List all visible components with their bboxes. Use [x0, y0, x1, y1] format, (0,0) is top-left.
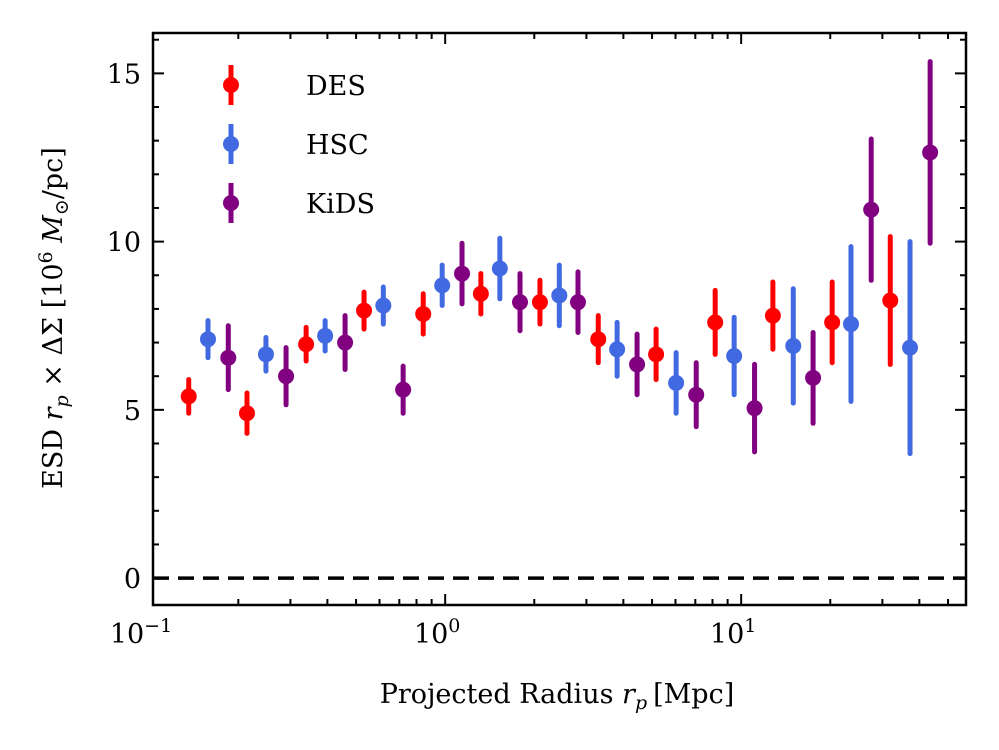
legend-marker-point — [223, 195, 239, 211]
data-point — [395, 381, 412, 398]
data-point — [569, 294, 586, 311]
data-point — [824, 314, 841, 331]
axes-frame — [151, 31, 968, 607]
data-point — [356, 302, 373, 319]
y-tick-label: 15 — [107, 59, 141, 90]
data-point — [551, 287, 568, 304]
data-point — [238, 405, 255, 422]
data-point — [337, 334, 354, 351]
series-des — [180, 234, 899, 436]
data-point — [726, 348, 743, 365]
x-tick-label: 10−1 — [110, 615, 172, 650]
legend-marker-point — [223, 77, 239, 93]
x-tick-label: 101 — [710, 615, 756, 650]
legend-item-hsc: HSC — [223, 124, 369, 164]
data-point — [415, 305, 432, 322]
data-point — [180, 388, 197, 405]
data-point — [688, 386, 705, 403]
data-point — [257, 346, 274, 363]
data-point — [902, 339, 919, 356]
legend: DES HSC KiDS — [223, 65, 375, 223]
data-point — [298, 336, 315, 353]
legend-item-kids: KiDS — [223, 183, 375, 223]
data-point — [454, 265, 471, 282]
y-tick-label: 5 — [124, 396, 141, 427]
data-point — [491, 260, 508, 277]
legend-label: DES — [306, 71, 366, 102]
data-point — [863, 201, 880, 218]
plot-area — [153, 59, 966, 580]
data-point — [531, 294, 548, 311]
data-point — [668, 374, 685, 391]
y-tick-label: 0 — [124, 564, 141, 595]
legend-marker-point — [223, 136, 239, 152]
series-hsc — [199, 235, 919, 457]
data-point — [375, 297, 392, 314]
data-point — [922, 144, 939, 161]
data-point — [648, 346, 665, 363]
data-point — [199, 331, 216, 348]
data-point — [220, 349, 237, 366]
y-axis-label: ESD rp × ΔΣ [106 M⊙/pc] — [35, 147, 73, 489]
data-point — [278, 368, 295, 385]
axis-ticks: 0 5 10 15 10−1 100 101 — [107, 33, 966, 650]
y-tick-label: 10 — [107, 228, 141, 259]
data-point — [805, 369, 822, 386]
series-kids — [220, 59, 939, 455]
legend-item-des: DES — [223, 65, 366, 105]
data-point — [785, 337, 802, 354]
data-point — [590, 331, 607, 348]
data-point — [434, 277, 451, 294]
data-point — [764, 307, 781, 324]
data-point — [472, 285, 489, 302]
legend-label: HSC — [306, 130, 369, 161]
data-point — [842, 316, 859, 333]
data-point — [512, 294, 529, 311]
x-tick-label: 100 — [414, 615, 460, 650]
x-axis-label: Projected Radius rp [Mpc] — [380, 679, 735, 714]
data-point — [317, 327, 334, 344]
data-point — [882, 292, 899, 309]
legend-label: KiDS — [306, 189, 375, 220]
data-point — [629, 356, 646, 373]
data-point — [707, 314, 724, 331]
data-point — [746, 400, 763, 417]
data-point — [609, 341, 626, 358]
